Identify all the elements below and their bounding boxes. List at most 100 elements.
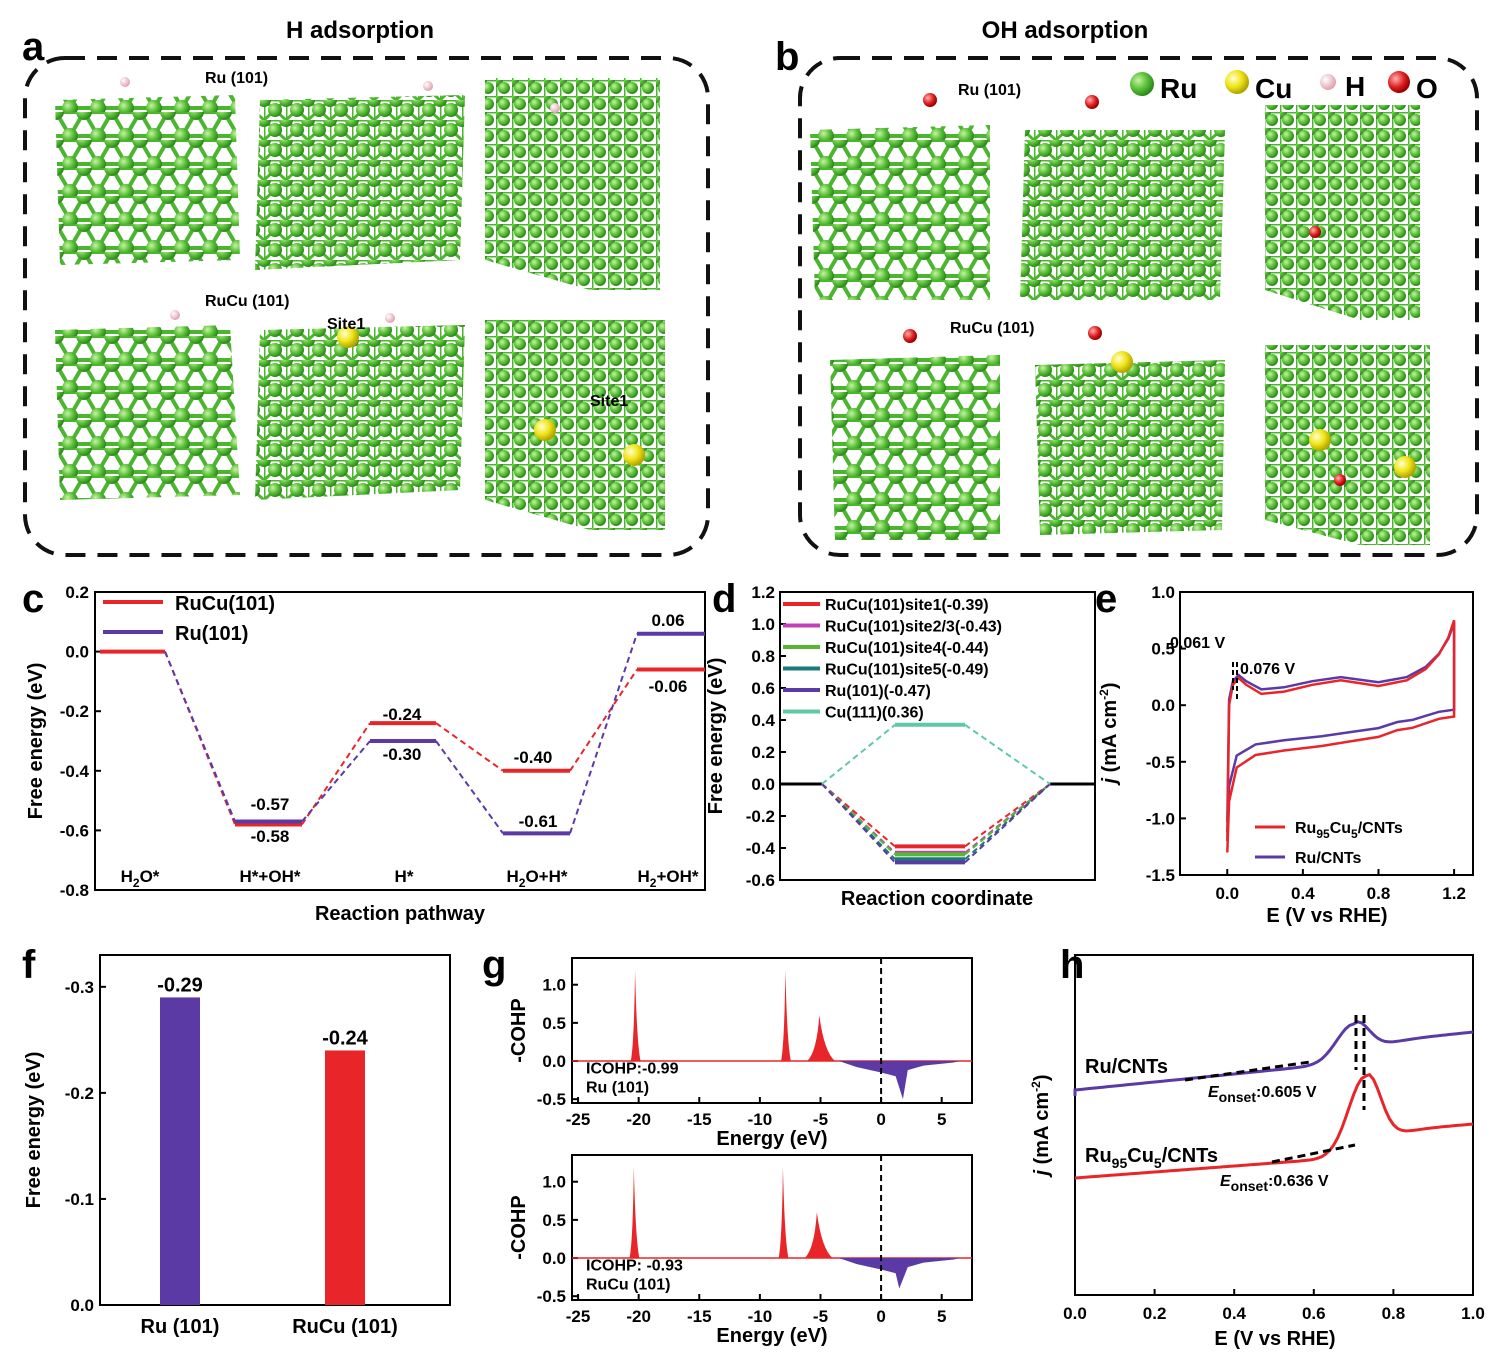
category-label-c: H* [395, 867, 414, 886]
y-axis-label-e: j (mA cm-2) [1097, 682, 1121, 786]
ticks-e: 1.0 0.5 0.0 -0.5 -1.0 -1.5 0.0 0.4 0.8 1.2 [1146, 583, 1466, 903]
ru101-label-a: Ru (101) [205, 70, 268, 87]
panel-letter-b: b [775, 35, 799, 79]
plot-frame-h [1074, 954, 1474, 1296]
y-tick-label-g: -0.5 [537, 1287, 566, 1306]
rucu101-tilted-view-h [255, 325, 465, 500]
o-atom [903, 329, 917, 343]
structure-label-g: Ru (101) [586, 1080, 649, 1097]
plot-frame-d [779, 591, 1096, 881]
series-connector-d [821, 783, 896, 848]
plot-frame-c [94, 591, 706, 891]
x-tick-label-g: 5 [937, 1110, 946, 1129]
series-d [780, 722, 1095, 865]
bar-f [325, 1050, 365, 1305]
y-tick-label-g: 0.5 [542, 1014, 566, 1033]
h-atom [385, 313, 395, 323]
cu-atom [1309, 429, 1331, 451]
panel-b: b OH adsorption Ru (101) RuCu (101) Ru C… [775, 17, 1479, 557]
x-tick-label-e: 0.0 [1215, 884, 1239, 903]
ru101-tilted-view-oh [1020, 130, 1225, 300]
legend-label-d: Ru(101)(-0.47) [825, 683, 931, 700]
cohp-plots: 1.00.50.0-0.5-25 -20 -15 -10 -5 0 5ICOHP:-0.99… [508, 957, 973, 1347]
y-tick-label-d: 1.2 [751, 583, 775, 602]
series-connector-d [821, 724, 896, 785]
panel-letter-f: f [22, 943, 36, 987]
ru101-side-view-oh [810, 125, 990, 300]
bonding-peak-g [804, 1212, 833, 1259]
y-tick-label-d: 0.8 [751, 647, 775, 666]
plot-frame-e [1179, 591, 1474, 876]
y-tick-label-e: -0.5 [1146, 753, 1175, 772]
series-connector-d [964, 783, 1051, 856]
cohp-subplot: 1.0 0.5 0.0 -0.5-25 -20 -15 -10 -5 0 5 ICOHP: -0.9… [508, 1154, 973, 1347]
legend-label-c: Ru(101) [175, 623, 248, 645]
panel-a-frame [23, 56, 710, 557]
y-tick-label-d: -0.4 [746, 839, 776, 858]
y-tick-label-d: -0.2 [746, 807, 775, 826]
x-tick-label-h: 0.0 [1063, 1304, 1087, 1323]
rucu101-top-view-oh [1265, 345, 1430, 545]
panel-letter-c: c [22, 577, 44, 621]
y-axis-label-f: Free energy (eV) [23, 1052, 45, 1209]
annotation-0076v: 0.076 V [1240, 661, 1295, 678]
series-connector-d [821, 783, 896, 864]
legend-label-d: RuCu(101)site4(-0.44) [825, 640, 989, 657]
h-atom [423, 81, 433, 91]
x-axis-label-h: E (V vs RHE) [1214, 1328, 1335, 1350]
y-axis-label-h: j (mA cm-2) [1029, 1074, 1053, 1178]
cu-atom [534, 419, 556, 441]
site1-label: Site1 [327, 316, 365, 333]
h-legend-swatch [1320, 74, 1336, 90]
category-label-f: Ru (101) [141, 1316, 220, 1338]
cu-legend-swatch [1225, 70, 1249, 94]
level-value-label-c: -0.61 [519, 812, 558, 831]
x-tick-label-h: 0.8 [1382, 1304, 1406, 1323]
h-atom [550, 103, 560, 113]
antibonding-area-g [838, 1061, 960, 1100]
level-value-label-c: -0.30 [383, 745, 422, 764]
y-tick-label-f: -0.1 [65, 1190, 94, 1209]
y-axis-label-g: -COHP [508, 998, 530, 1062]
bonding-peak-g [630, 969, 641, 1062]
y-tick-label-d: -0.6 [746, 871, 775, 890]
y-tick-label-f: -0.3 [65, 978, 94, 997]
level-labels-c: -0.57 -0.58 -0.24 -0.30 -0.40 -0.61 0.06 -0.06 [251, 611, 688, 846]
ru101-series-c-connector [569, 633, 638, 834]
panel-letter-d: d [712, 577, 736, 621]
legend-label-d: RuCu(101)site2/3(-0.43) [825, 619, 1002, 636]
level-value-label-c: -0.40 [514, 748, 553, 767]
ru101-side-view-h [55, 95, 240, 265]
y-tick-label-e: -1.0 [1146, 809, 1175, 828]
x-tick-label-g: 0 [876, 1110, 885, 1129]
o-atom [1085, 95, 1099, 109]
rucu101-series-c-connector [435, 722, 504, 772]
x-tick-label-g: -10 [748, 1110, 773, 1129]
x-axis-label-d: Reaction coordinate [841, 888, 1033, 910]
y-axis-label-c: Free energy (eV) [25, 663, 47, 820]
legend-label-d: RuCu(101)site5(-0.49) [825, 662, 989, 679]
cv-curve-ru-cnts [1226, 622, 1456, 833]
bar-f [160, 997, 200, 1305]
h-atom [170, 310, 180, 320]
x-tick-label-g: 0 [876, 1307, 885, 1326]
x-tick-label-h: 1.0 [1461, 1304, 1485, 1323]
y-tick-label-c: -0.4 [60, 762, 90, 781]
ru-legend-swatch [1130, 72, 1154, 96]
y-tick-label-g: 1.0 [542, 976, 566, 995]
x-axis-label-g: Energy (eV) [716, 1128, 827, 1150]
y-tick-label-e: 0.0 [1151, 696, 1175, 715]
category-label-c: H2O* [121, 867, 160, 890]
x-tick-label-g: -15 [687, 1110, 712, 1129]
panel-b-frame [798, 56, 1479, 557]
legend-ru: Ru [1160, 73, 1197, 104]
x-tick-label-g: -5 [813, 1307, 828, 1326]
y-tick-label-d: 0.2 [751, 743, 775, 762]
y-tick-label-d: 0.0 [751, 775, 775, 794]
rucu101-side-view-h [55, 325, 240, 500]
legend-label-c: RuCu(101) [175, 593, 275, 615]
legend-rucu-e: Ru95Cu5/CNTs [1295, 820, 1403, 841]
y-tick-label-g: -0.5 [537, 1090, 566, 1109]
icohp-label-g: ICOHP: -0.93 [586, 1258, 683, 1275]
o-atom [923, 93, 937, 107]
